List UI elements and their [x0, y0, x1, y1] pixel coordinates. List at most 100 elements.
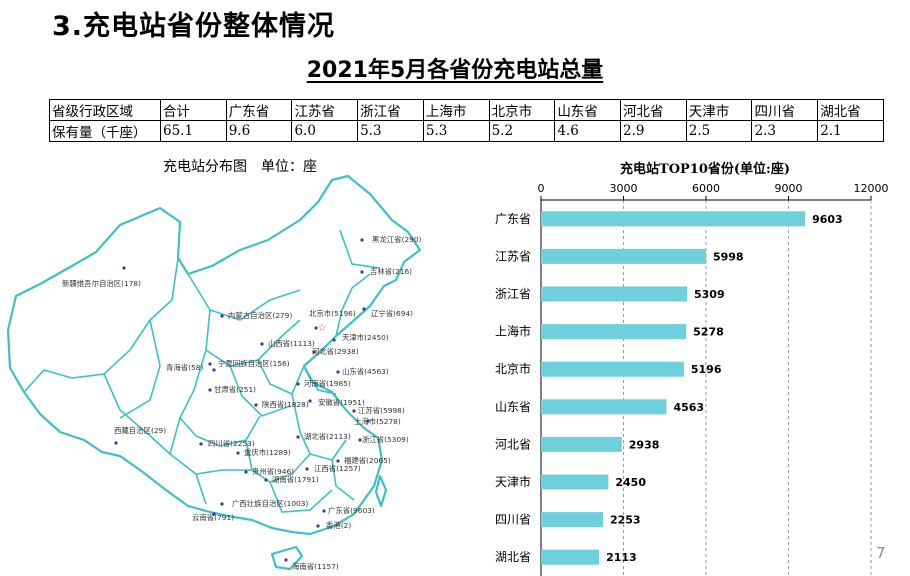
map-province-label: 广西壮族自治区(1003): [232, 499, 308, 508]
chart-bar: [541, 549, 600, 565]
chart-value-label: 5998: [713, 250, 744, 263]
map-province-label: 江苏省(5998): [358, 406, 405, 415]
map-province-label: 广东省(9603): [328, 506, 375, 515]
map-city-dot: [208, 362, 212, 366]
map-city-dot: [312, 350, 316, 354]
map-city-dot: [366, 419, 370, 423]
map-city-dot: [236, 451, 240, 455]
map-province-border: [229, 365, 291, 417]
map-province-label: 山东省(4563): [342, 367, 389, 376]
table-value-cell: 保有量（千座）: [49, 120, 161, 142]
map-city-dot: [332, 338, 336, 342]
map-city-dot: [114, 441, 118, 445]
page-number: 7: [876, 544, 886, 562]
map-city-dot: [284, 558, 288, 562]
map-outline: [6, 174, 422, 571]
chart-value-label: 2113: [606, 551, 637, 564]
map-province-label: 湖南省(1791): [272, 475, 319, 484]
table-value-cell: 6.0: [291, 120, 359, 142]
map-city-dot: [208, 388, 212, 392]
table-header-cell: 浙江省: [357, 99, 424, 121]
chart-x-tick-label: 3000: [610, 182, 638, 195]
map-province-label: 福建省(2065): [344, 456, 391, 465]
map-province-border: [339, 229, 381, 269]
slide-title: 3.充电站省份整体情况: [52, 11, 336, 42]
chart-value-labels: 9603 5998 5309 5278 5196 4563 2938 2450 2253 2113: [606, 213, 843, 564]
table-value-cell: 2.1: [817, 120, 884, 142]
map-province-label: 黑龙江省(290): [372, 235, 422, 244]
chart-category-label: 上海市: [495, 324, 531, 339]
chart-category-label: 江苏省: [495, 249, 531, 263]
chart-value-label: 2450: [615, 476, 646, 489]
chart-value-label: 2938: [629, 438, 660, 451]
map-labels: 黑龙江省(290) 吉林省(216) 新疆维吾尔自治区(178) 内蒙古自治区(279…: [62, 235, 422, 571]
map-city-dot: [296, 382, 300, 386]
map-province-border: [257, 359, 305, 396]
map-city-dot: [352, 409, 356, 413]
chart-value-label: 5278: [693, 326, 724, 339]
map-province-label: 天津市(2450): [342, 333, 389, 342]
china-map: ☆ 黑龙江省(290) 吉林省(216) 新疆维吾尔自治区(178) 内蒙古自治区(2…: [6, 174, 422, 571]
map-city-dot: [254, 403, 258, 407]
map-outline-path: [6, 174, 422, 536]
bar-chart: 充电站TOP10省份(单位:座) 0 3000 6000 9000 12000 广东省江…: [495, 161, 889, 576]
map-province-label: 云南省(791): [192, 513, 234, 522]
map-province-border: [103, 373, 171, 455]
table-header-cell: 四川省: [751, 99, 819, 121]
table-value-cell: 5.3: [422, 120, 490, 142]
map-city-dot: [199, 442, 203, 446]
map-city-dot: [122, 266, 126, 270]
chart-category-label: 四川省: [495, 513, 531, 527]
map-city-dot: [322, 509, 326, 513]
table-header-cell: 江苏省: [291, 99, 359, 121]
map-province-label: 河南省(1985): [304, 379, 351, 388]
table-header-cell: 合计: [160, 99, 227, 121]
table-value-cell: 4.6: [554, 120, 622, 142]
map-province-label: 辽宁省(694): [371, 309, 413, 318]
map-city-dot: [244, 470, 248, 474]
chart-x-tick-label: 12000: [854, 182, 889, 195]
map-city-dot: [220, 502, 224, 506]
table-value-cell: 9.6: [225, 120, 293, 142]
map-city-dot: [212, 512, 216, 516]
map-province-label: 江西省(1257): [314, 464, 361, 473]
map-city-dot: [260, 342, 264, 346]
map-province-label: 上海市(5278): [354, 417, 401, 426]
table-header-cell: 河北省: [620, 99, 687, 121]
map-province-border: [23, 349, 131, 393]
main-title: 2021年5月各省份充电站总量: [0, 52, 910, 84]
map-city-dot: [358, 438, 362, 442]
table-header-row: 省级行政区域 合计 广东省 江苏省 浙江省 上海市 北京市 山东省 河北省 天津市 四川省 湖北省: [49, 99, 884, 121]
chart-title: 充电站TOP10省份(单位:座): [620, 161, 790, 177]
chart-category-label: 湖北省: [495, 549, 531, 564]
chart-value-label: 4563: [673, 401, 704, 414]
map-province-label: 北京市(5196): [309, 309, 356, 318]
map-province-border: [205, 309, 301, 367]
chart-bar: [541, 436, 622, 452]
map-province-label: 青海省(58): [166, 363, 203, 372]
map-city-dot: [308, 399, 312, 403]
map-city-dot: [360, 238, 364, 242]
summary-table: 省级行政区域 合计 广东省 江苏省 浙江省 上海市 北京市 山东省 河北省 天津市 四川省 湖北省 保…: [49, 99, 884, 142]
table-header-cell: 上海市: [422, 99, 490, 121]
map-province-border: [187, 273, 301, 321]
table-header-cell: 北京市: [488, 99, 556, 121]
map-city-dot: [296, 435, 300, 439]
chart-value-label: 5196: [691, 363, 722, 376]
map-province-border: [179, 349, 207, 437]
chart-x-tick-label: 0: [538, 182, 545, 195]
chart-category-label: 山东省: [495, 400, 531, 414]
map-province-label: 吉林省(216): [370, 267, 412, 276]
table-value-row: 保有量（千座） 65.1 9.6 6.0 5.3 5.3 5.2 4.6 2.9 2.5 2.3 2.…: [49, 120, 884, 142]
map-province-border: [129, 257, 179, 351]
map-province-label: 宁夏回族自治区(156): [218, 359, 290, 368]
map-city-dot: [336, 370, 340, 374]
map-province-label: 四川省(2253): [208, 439, 255, 448]
map-outline-path: [374, 474, 388, 508]
map-dots: ☆: [114, 238, 370, 562]
map-province-label: 甘肃省(251): [214, 385, 256, 394]
map-city-dot: [336, 459, 340, 463]
map-province-border: [335, 273, 371, 337]
chart-bar: [541, 211, 806, 227]
